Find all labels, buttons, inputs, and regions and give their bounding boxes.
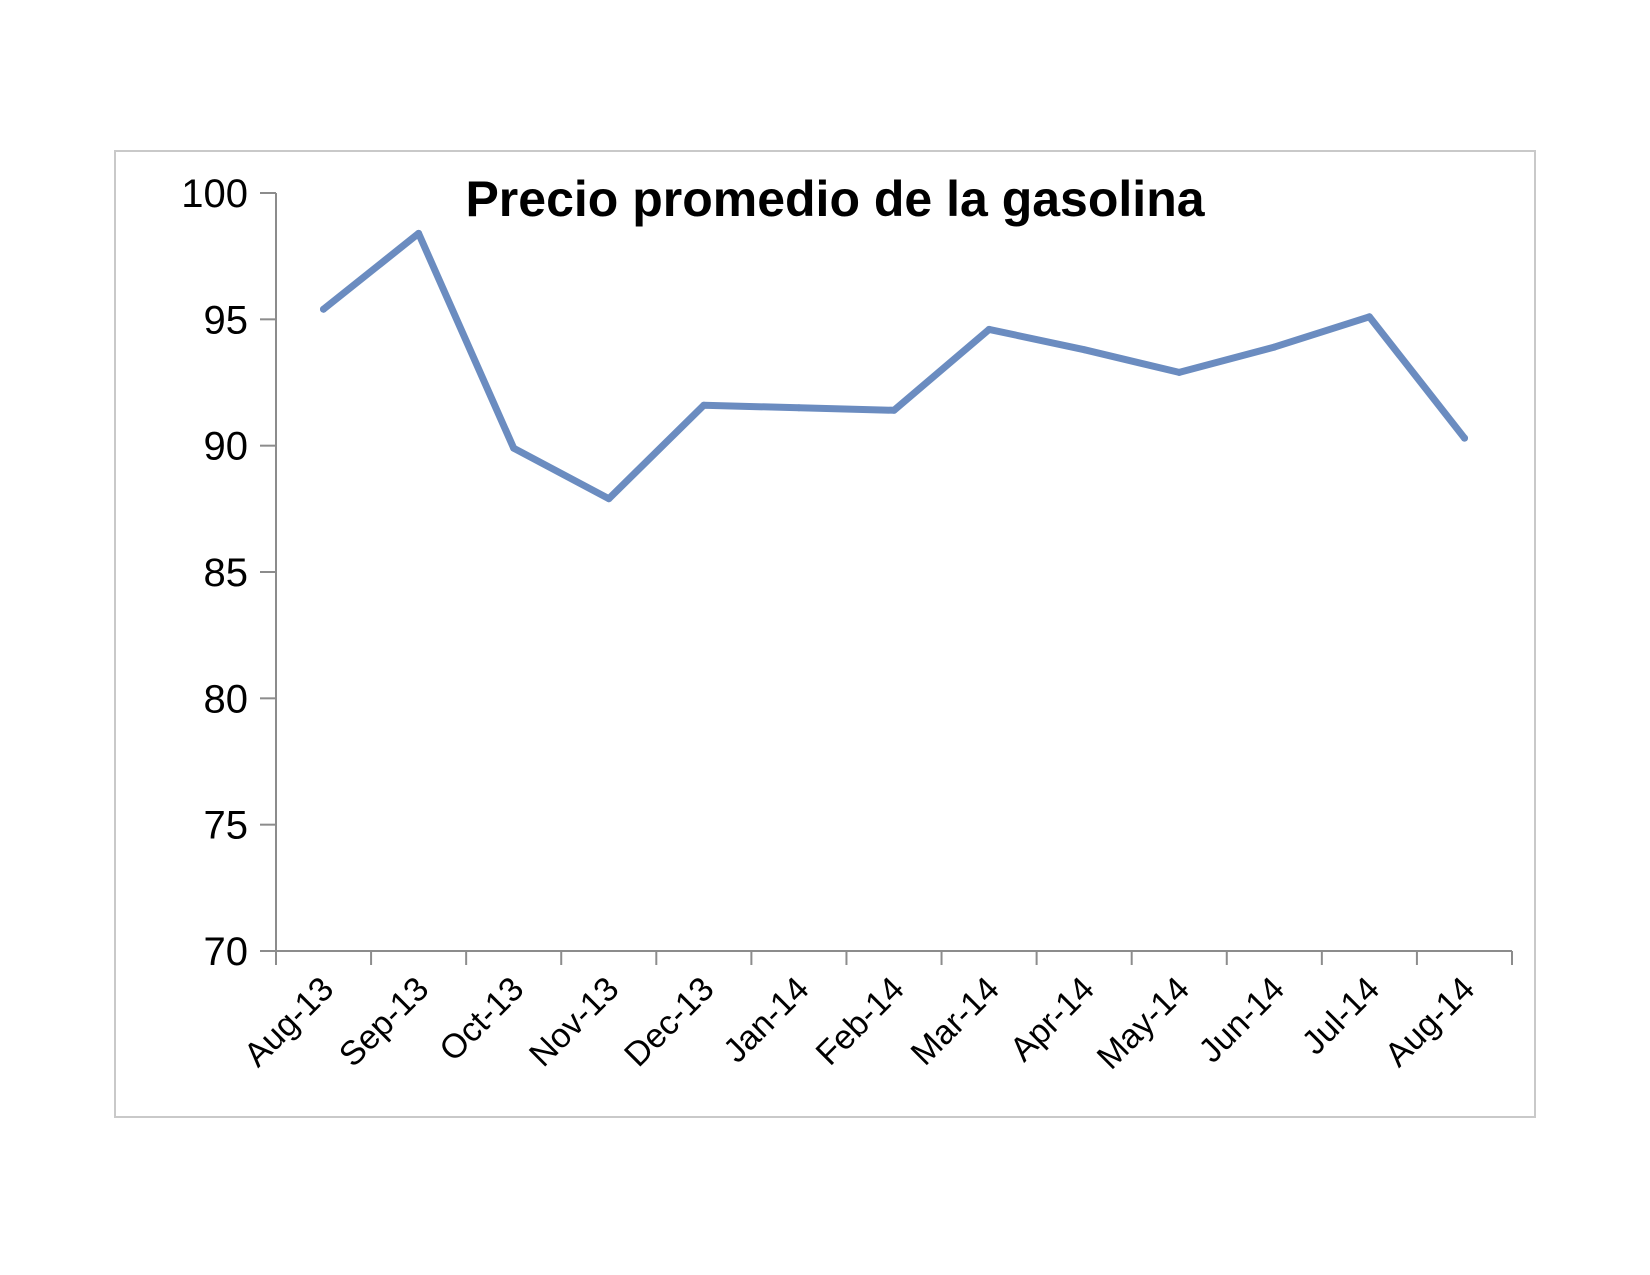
data-point: [1270, 343, 1278, 351]
x-tick-label: Aug-13: [237, 970, 341, 1074]
y-tick-label: 75: [204, 804, 249, 848]
data-point: [1365, 313, 1373, 321]
x-tick-label: Mar-14: [904, 970, 1007, 1073]
y-tick-label: 95: [204, 298, 249, 342]
data-point: [1461, 434, 1468, 442]
x-tick-label: Dec-13: [617, 970, 721, 1074]
x-tick-label: May-14: [1090, 970, 1197, 1077]
x-tick-label: Aug-14: [1378, 970, 1482, 1074]
chart-frame: [114, 150, 1536, 1118]
y-axis: 70 75 80 85 90 95 100: [181, 172, 277, 974]
x-tick-label: Nov-13: [522, 970, 626, 1074]
x-tick-label: Feb-14: [809, 970, 912, 1073]
data-point: [510, 444, 518, 452]
y-tick-label: 85: [204, 551, 249, 595]
x-axis: Aug-13Sep-13Oct-13Nov-13Dec-13Jan-14Feb-…: [237, 950, 1513, 1077]
x-tick-label: Jul-14: [1295, 970, 1387, 1062]
data-point: [795, 404, 803, 412]
y-tick-label: 90: [204, 425, 249, 469]
x-tick-label: Apr-14: [1003, 970, 1102, 1069]
data-point: [605, 495, 613, 503]
data-point: [985, 325, 993, 333]
series-group: [320, 229, 1468, 503]
data-point: [890, 406, 898, 414]
y-tick-label: 80: [204, 677, 249, 721]
x-tick-label: Jun-14: [1192, 970, 1292, 1070]
series-line: [320, 229, 1468, 503]
y-tick-label: 70: [204, 930, 249, 974]
data-point: [1175, 368, 1183, 376]
x-tick-label: Jan-14: [716, 970, 816, 1070]
x-tick-label: Oct-13: [432, 970, 531, 1069]
data-point: [320, 305, 327, 313]
data-point: [1080, 346, 1088, 354]
data-point: [700, 401, 708, 409]
data-point: [415, 229, 423, 237]
x-tick-label: Sep-13: [332, 970, 436, 1074]
y-tick-label: 100: [181, 172, 248, 216]
chart-title: Precio promedio de la gasolina: [465, 171, 1205, 227]
